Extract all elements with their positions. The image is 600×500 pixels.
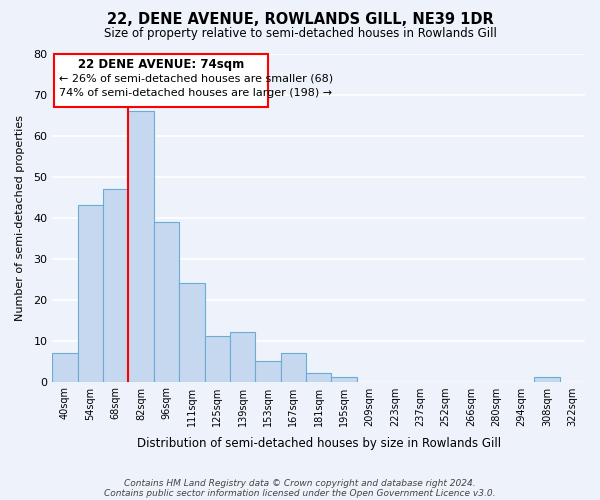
Text: Contains HM Land Registry data © Crown copyright and database right 2024.: Contains HM Land Registry data © Crown c… (124, 478, 476, 488)
Bar (331, 378, 357, 382)
Text: Size of property relative to semi-detached houses in Rowlands Gill: Size of property relative to semi-detach… (104, 28, 496, 40)
Bar (205, 336, 230, 382)
Bar (128, 112, 154, 382)
Bar (534, 378, 560, 382)
Bar (306, 374, 331, 382)
Bar (230, 332, 255, 382)
FancyBboxPatch shape (53, 54, 268, 107)
Bar (179, 284, 205, 382)
Text: 74% of semi-detached houses are larger (198) →: 74% of semi-detached houses are larger (… (59, 88, 332, 98)
Bar (154, 222, 179, 382)
X-axis label: Distribution of semi-detached houses by size in Rowlands Gill: Distribution of semi-detached houses by … (137, 437, 501, 450)
Text: ← 26% of semi-detached houses are smaller (68): ← 26% of semi-detached houses are smalle… (59, 74, 333, 84)
Bar (52, 353, 77, 382)
Bar (281, 353, 306, 382)
Bar (255, 361, 281, 382)
Y-axis label: Number of semi-detached properties: Number of semi-detached properties (15, 115, 25, 321)
Text: 22, DENE AVENUE, ROWLANDS GILL, NE39 1DR: 22, DENE AVENUE, ROWLANDS GILL, NE39 1DR (107, 12, 493, 28)
Bar (103, 189, 128, 382)
Text: Contains public sector information licensed under the Open Government Licence v3: Contains public sector information licen… (104, 488, 496, 498)
Text: 22 DENE AVENUE: 74sqm: 22 DENE AVENUE: 74sqm (77, 58, 244, 70)
Bar (77, 206, 103, 382)
